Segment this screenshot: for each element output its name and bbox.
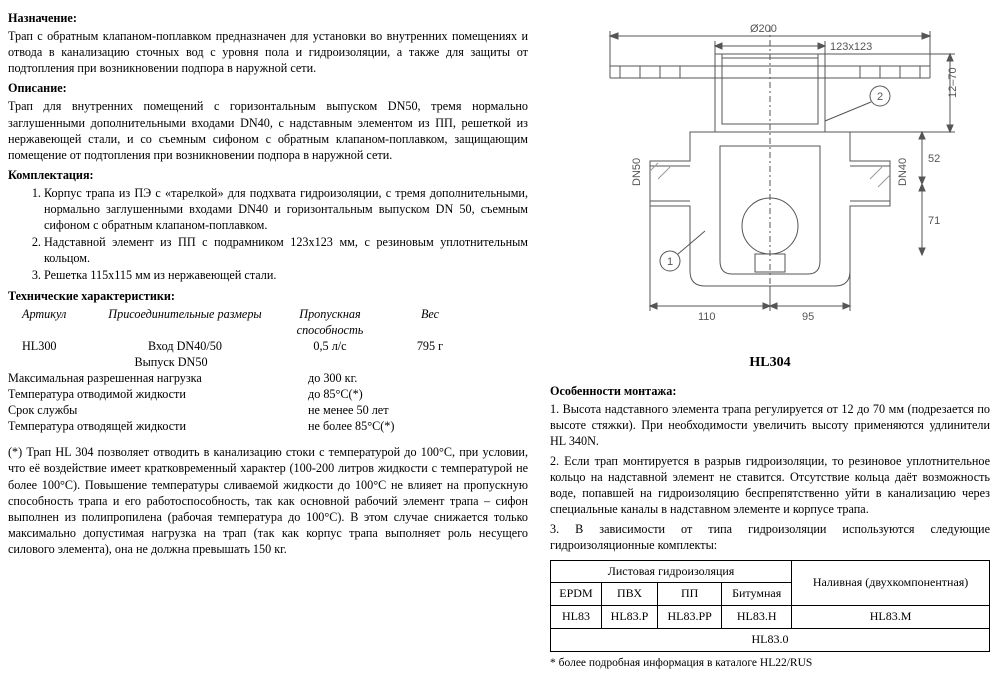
kit-item: Корпус трапа из ПЭ с «тарелкой» для подх…	[44, 185, 528, 233]
kit-item: Надставной элемент из ПП с подрамником 1…	[44, 234, 528, 266]
table-cell: HL83	[551, 606, 602, 629]
mounting-text-3: 3. В зависимости от типа гидроизоляции и…	[550, 521, 990, 553]
tech-header: Пропускная способность	[270, 306, 390, 338]
table-cell: HL83.0	[551, 628, 990, 651]
callout-2: 2	[877, 91, 883, 103]
technical-drawing: Ø200 123x123 12–70	[550, 6, 990, 373]
tech-value: Вход DN40/50	[100, 338, 270, 354]
tech-header: Вес	[390, 306, 470, 338]
dim-1270: 12–70	[947, 67, 959, 98]
table-cell: ПП	[658, 583, 722, 606]
spec-label: Срок службы	[8, 402, 308, 418]
dim-dn40: DN40	[897, 158, 909, 186]
spec-value: до 85°C(*)	[308, 386, 488, 402]
waterproofing-table: Листовая гидроизоляция Наливная (двухком…	[550, 560, 990, 652]
table-cell: EPDM	[551, 583, 602, 606]
footnote-catalog: * более подробная информация в каталоге …	[550, 656, 990, 671]
heading-kit: Комплектация:	[8, 167, 528, 183]
dim-71: 71	[928, 215, 940, 227]
tech-header: Присоединительные размеры	[100, 306, 270, 338]
tech-value: 0,5 л/с	[270, 338, 390, 354]
tech-value: HL300	[8, 338, 100, 354]
tech-header: Артикул	[8, 306, 100, 338]
dim-95: 95	[802, 311, 814, 323]
spec-value: не менее 50 лет	[308, 402, 488, 418]
kit-item: Решетка 115x115 мм из нержавеющей стали.	[44, 267, 528, 283]
dim-d200: Ø200	[750, 23, 777, 35]
heading-mounting: Особенности монтажа:	[550, 383, 990, 399]
table-cell: ПВХ	[601, 583, 657, 606]
heading-purpose: Назначение:	[8, 10, 528, 26]
table-cell: HL83.M	[792, 606, 990, 629]
table-header: Листовая гидроизоляция	[551, 560, 792, 583]
heading-description: Описание:	[8, 80, 528, 96]
dim-110: 110	[698, 311, 716, 323]
tech-value: Выпуск DN50	[86, 354, 256, 370]
dim-dn50: DN50	[631, 158, 643, 186]
kit-list: Корпус трапа из ПЭ с «тарелкой» для подх…	[44, 185, 528, 284]
spec-value: не более 85°C(*)	[308, 418, 488, 434]
table-cell: HL83.P	[601, 606, 657, 629]
table-cell: HL83.PP	[658, 606, 722, 629]
table-cell: HL83.H	[722, 606, 792, 629]
dim-123: 123x123	[830, 41, 872, 53]
tech-value: 795 г	[390, 338, 470, 354]
mounting-text-1: 1. Высота надставного элемента трапа рег…	[550, 401, 990, 449]
dim-52: 52	[928, 153, 940, 165]
table-header: Наливная (двухкомпонентная)	[792, 560, 990, 606]
spec-label: Температура отводимой жидкости	[8, 386, 308, 402]
text-description: Трап для внутренних помещений с горизонт…	[8, 98, 528, 162]
text-purpose: Трап с обратным клапаном-поплавком предн…	[8, 28, 528, 76]
mounting-text-2: 2. Если трап монтируется в разрыв гидрои…	[550, 453, 990, 517]
spec-label: Максимальная разрешенная нагрузка	[8, 370, 308, 386]
callout-1: 1	[667, 256, 673, 268]
spec-label: Температура отводящей жидкости	[8, 418, 308, 434]
footnote-temp: (*) Трап HL 304 позволяет отводить в кан…	[8, 444, 528, 557]
spec-value: до 300 кг.	[308, 370, 488, 386]
model-label: HL304	[550, 354, 990, 372]
table-cell: Битумная	[722, 583, 792, 606]
heading-tech: Технические характеристики:	[8, 288, 528, 304]
